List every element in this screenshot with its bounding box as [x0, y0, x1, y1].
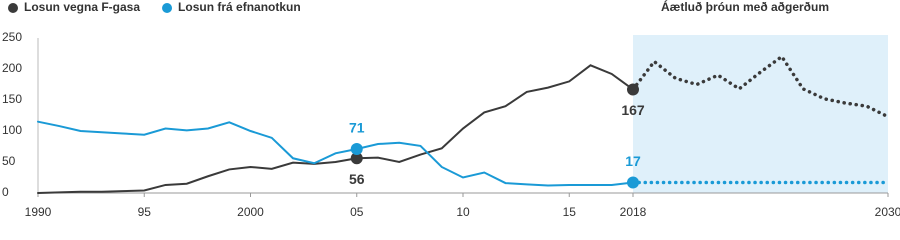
point-marker [350, 152, 363, 165]
projection-label: Áætluð þróun með aðgerðum [661, 0, 829, 14]
point-marker [627, 83, 639, 96]
y-tick-label: 100 [2, 123, 22, 137]
point-marker [350, 142, 363, 155]
line [37, 120, 634, 187]
projection-line [631, 54, 890, 119]
chart: Áætluð þróun með aðgerðum050100150200250… [2, 0, 900, 218]
data-label: 167 [621, 102, 645, 118]
legend-marker [8, 3, 18, 13]
y-tick-label: 50 [2, 154, 16, 168]
x-tick-label: 1990 [25, 205, 52, 218]
x-tick-label: 2018 [620, 205, 647, 218]
point-marker [627, 176, 639, 189]
data-label: 56 [349, 171, 365, 187]
y-tick-label: 0 [2, 185, 9, 199]
x-tick-label: 95 [138, 205, 152, 218]
x-tick-label: 10 [456, 205, 470, 218]
legend-label: Losun frá efnanotkun [178, 0, 301, 14]
legend-label: Losun vegna F-gasa [24, 0, 140, 14]
x-tick-label: 2000 [237, 205, 264, 218]
data-label: 71 [349, 120, 365, 136]
data-label: 17 [625, 153, 641, 169]
y-tick-label: 250 [2, 30, 22, 44]
y-tick-label: 150 [2, 92, 22, 106]
x-tick-label: 15 [563, 205, 577, 218]
x-tick-label: 2030 [875, 205, 900, 218]
projection-area [633, 35, 888, 193]
legend-marker [162, 3, 173, 13]
line [37, 64, 634, 194]
y-tick-label: 200 [2, 61, 22, 75]
x-tick-label: 05 [350, 205, 364, 218]
